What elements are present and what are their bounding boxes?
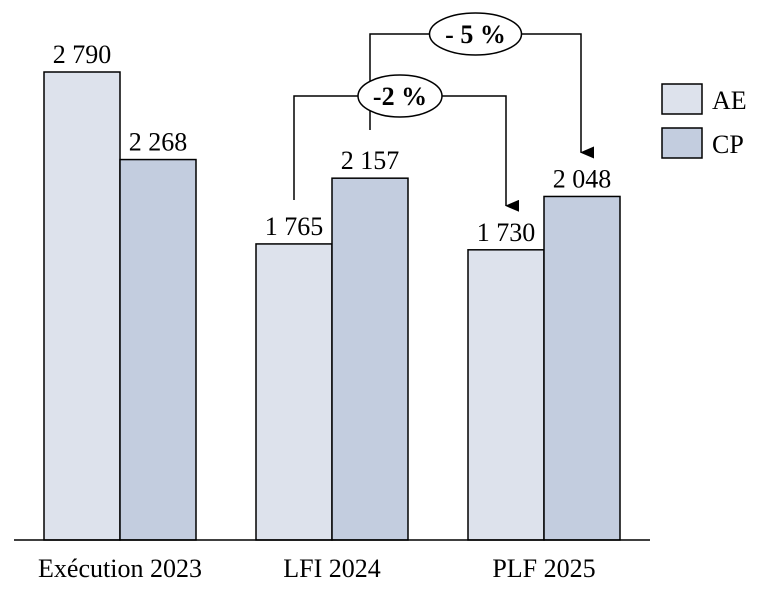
- legend-swatch-cp: [661, 127, 703, 159]
- bar-cp-execution-2023: [119, 158, 197, 541]
- bar-ae-lfi-2024: [255, 243, 333, 541]
- bar-cp-lfi-2024: [331, 177, 409, 541]
- variation-label-2: - 5 %: [445, 20, 506, 49]
- value-labels-group: 2 790 2 268 1 765 2 157 1 730 2 048: [53, 40, 612, 247]
- data-label-ae-execution-2023: 2 790: [53, 40, 112, 69]
- data-label-ae-plf-2025: 1 730: [477, 218, 536, 247]
- category-label-lfi-2024: LFI 2024: [283, 554, 381, 583]
- category-label-execution-2023: Exécution 2023: [38, 554, 202, 583]
- bars-group: [43, 71, 621, 541]
- category-labels-group: Exécution 2023 LFI 2024 PLF 2025: [38, 554, 596, 583]
- variation-bubble-2: [428, 12, 523, 56]
- legend: AE CP: [661, 83, 747, 159]
- bar-ae-execution-2023: [43, 71, 121, 541]
- bar-cp-plf-2025: [543, 195, 621, 541]
- data-label-cp-lfi-2024: 2 157: [341, 146, 400, 175]
- legend-label-cp: CP: [712, 130, 744, 159]
- legend-label-ae: AE: [712, 86, 747, 115]
- variation-bubbles: -2 % - 5 %: [357, 12, 523, 118]
- variation-label-1: -2 %: [373, 82, 427, 111]
- data-label-cp-plf-2025: 2 048: [553, 164, 612, 193]
- variation-bubble-1: [357, 74, 443, 118]
- data-label-ae-lfi-2024: 1 765: [265, 212, 324, 241]
- legend-swatch-ae: [661, 83, 703, 115]
- bar-ae-plf-2025: [467, 249, 545, 541]
- category-label-plf-2025: PLF 2025: [492, 554, 595, 583]
- data-label-cp-execution-2023: 2 268: [129, 128, 188, 157]
